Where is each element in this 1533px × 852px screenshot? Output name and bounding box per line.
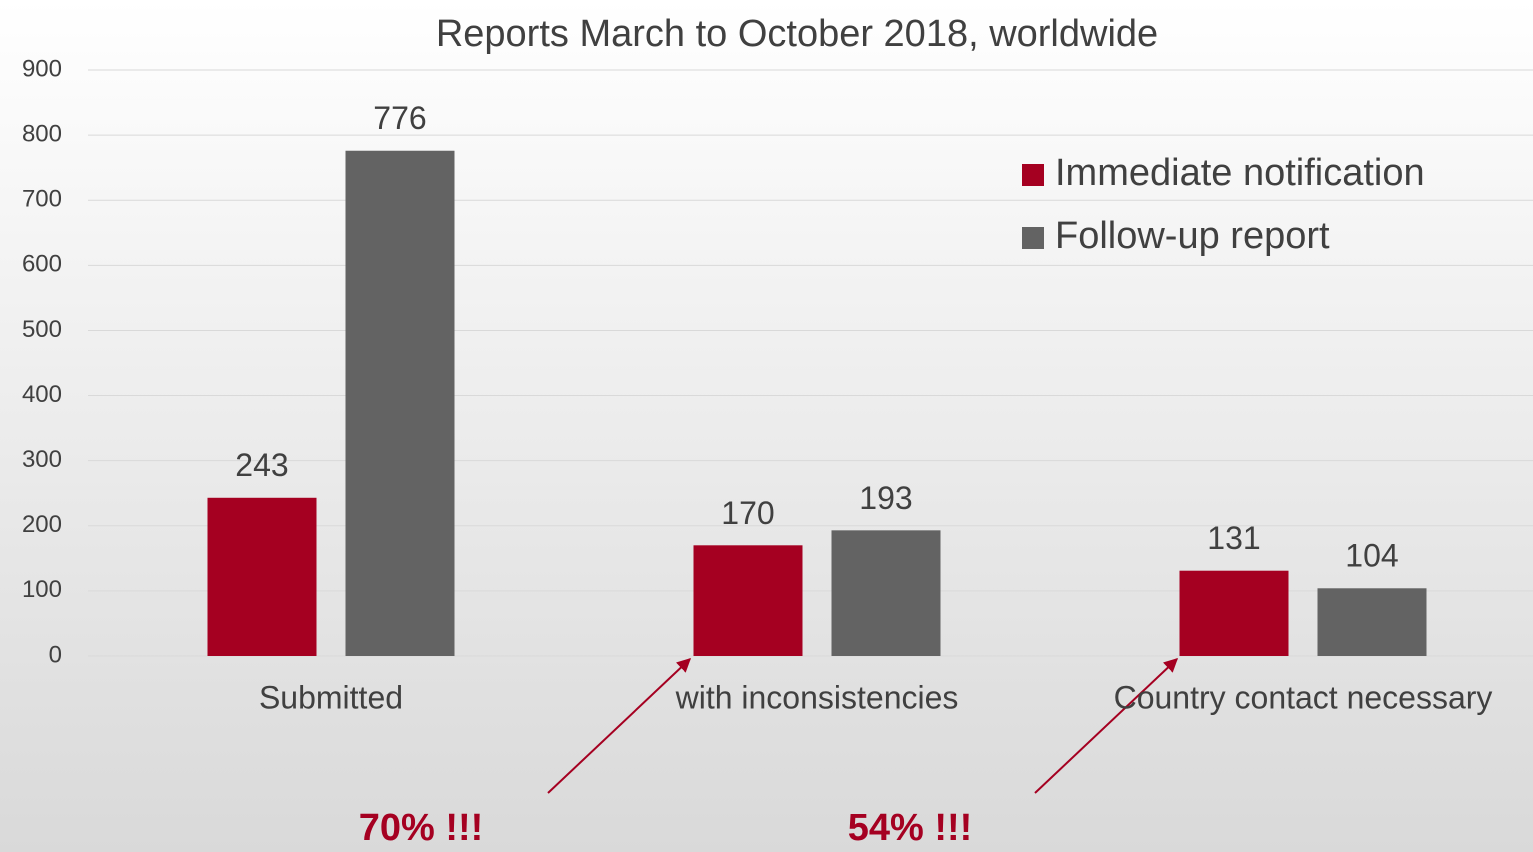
- y-tick-label: 600: [22, 251, 62, 278]
- y-tick-label: 700: [22, 186, 62, 213]
- bar: [345, 150, 455, 656]
- annotation-arrow: [547, 658, 692, 794]
- y-tick-label: 500: [22, 316, 62, 343]
- y-tick-label: 400: [22, 381, 62, 408]
- data-label: 170: [721, 495, 774, 531]
- x-tick-label: with inconsistencies: [675, 679, 959, 715]
- annotation: 54% !!!: [848, 807, 973, 849]
- y-tick-label: 800: [22, 120, 62, 147]
- bar: [1317, 588, 1427, 656]
- y-tick-label: 0: [49, 641, 62, 668]
- data-label: 131: [1207, 520, 1260, 556]
- legend-label: Follow-up report: [1055, 215, 1330, 257]
- data-label: 776: [373, 100, 426, 136]
- bar: [1179, 570, 1289, 656]
- data-label: 104: [1345, 538, 1398, 574]
- legend-swatch: [1022, 164, 1044, 186]
- annotation-arrow: [1034, 658, 1179, 794]
- y-tick-label: 100: [22, 576, 62, 603]
- y-tick-label: 200: [22, 511, 62, 538]
- y-tick-label: 900: [22, 55, 62, 82]
- data-label: 243: [235, 447, 288, 483]
- x-tick-label: Country contact necessary: [1114, 679, 1493, 715]
- bar: [207, 497, 317, 656]
- legend-label: Immediate notification: [1055, 152, 1425, 194]
- bar: [693, 545, 803, 656]
- x-tick-label: Submitted: [259, 679, 403, 715]
- data-label: 193: [859, 480, 912, 516]
- chart-title: Reports March to October 2018, worldwide: [436, 13, 1158, 55]
- y-tick-label: 300: [22, 446, 62, 473]
- bar: [831, 530, 941, 656]
- legend-swatch: [1022, 227, 1044, 249]
- annotation: 70% !!!: [359, 807, 484, 849]
